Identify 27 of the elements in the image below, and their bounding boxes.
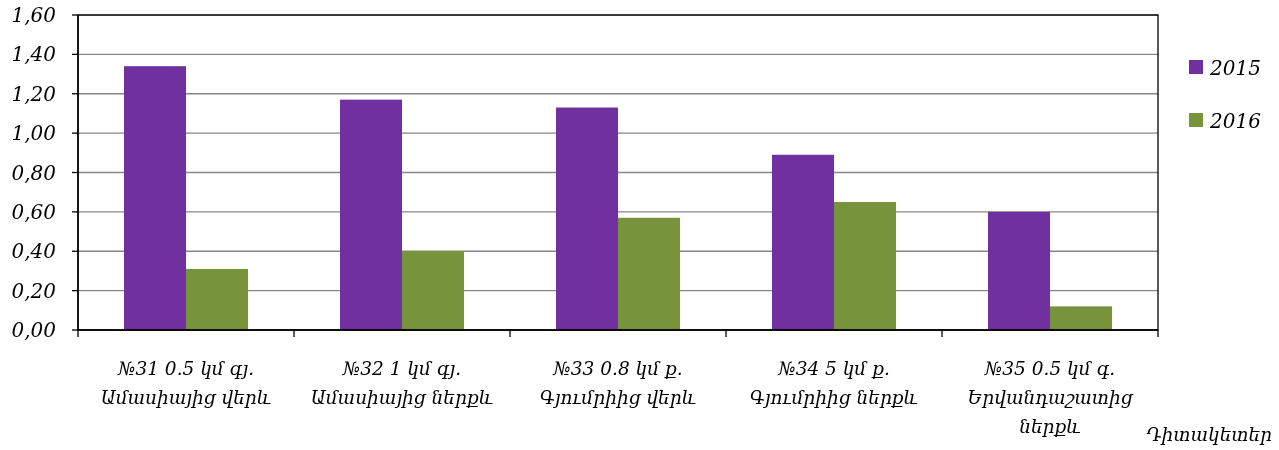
y-tick-label: 0,80 (11, 160, 57, 185)
bar (556, 107, 618, 330)
bar (402, 251, 464, 330)
bar (772, 154, 834, 330)
y-tick-label: 0,40 (11, 239, 57, 264)
bar (124, 66, 186, 330)
x-tick-label: №34 5 կմ ք. Գյումրիից ներքև (749, 358, 919, 408)
bar (340, 99, 402, 330)
y-tick-label: 1,40 (11, 42, 57, 67)
y-tick-label: 0,60 (11, 199, 57, 224)
y-tick-label: 0,20 (11, 278, 57, 303)
bar (834, 202, 896, 330)
bar (186, 268, 248, 330)
x-tick-label: №31 0.5 կմ գյ. Ամասիայից վերև (100, 358, 272, 408)
bar (618, 217, 680, 330)
x-axis-title: Դիտակետեր (1146, 424, 1272, 445)
y-tick-label: 1,00 (11, 121, 57, 146)
y-tick-label: 1,60 (11, 3, 57, 27)
x-tick-label: №35 0.5 կմ գ. Երվանդաշատից ներքև (967, 358, 1134, 437)
y-tick-label: 0,00 (11, 318, 57, 342)
x-tick-label: №33 0.8 կմ ք. Գյումրիից վերև (539, 358, 697, 408)
bar (1050, 306, 1112, 330)
legend-label: 2015 (1209, 56, 1261, 80)
y-tick-label: 1,20 (11, 81, 57, 106)
bar (988, 211, 1050, 330)
x-tick-label: №32 1 կմ գյ. Ամասիայից ներքև (310, 358, 494, 408)
legend-label: 2016 (1209, 109, 1262, 133)
